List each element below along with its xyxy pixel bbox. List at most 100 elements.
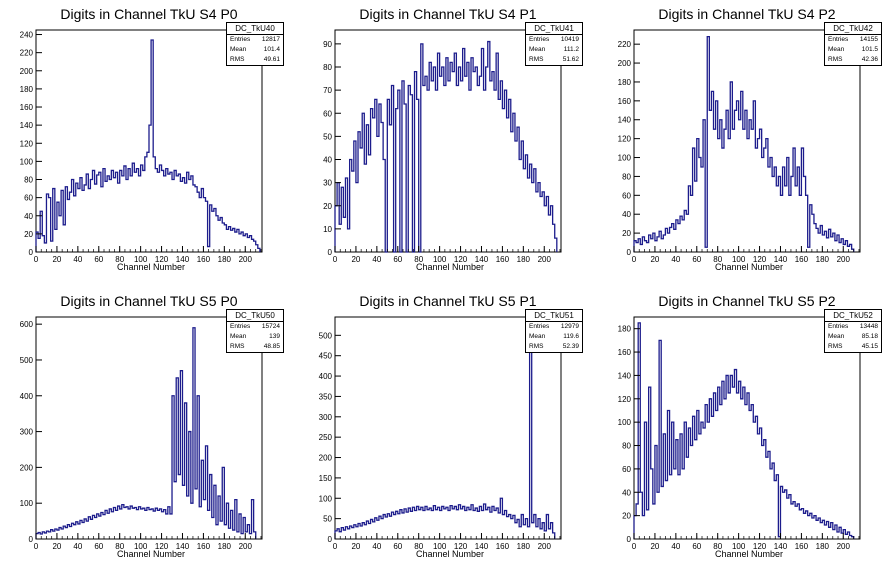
x-tick-label: 80 <box>115 542 124 551</box>
stats-entries-label: Entries <box>529 36 550 43</box>
x-tick-label: 140 <box>774 255 788 264</box>
y-tick-label: 120 <box>20 139 34 148</box>
histogram-plot: 0 20 40 60 80 100 120 140 160 180 200 0 20 40 60 80 100 1… <box>618 316 861 551</box>
x-tick-label: 200 <box>538 542 552 551</box>
histogram-series <box>334 350 556 539</box>
x-tick-label: 200 <box>538 255 552 264</box>
stats-entries-value: 12817 <box>261 36 280 43</box>
stats-name: DC_TkU41 <box>526 23 582 35</box>
plot-frame <box>35 316 263 540</box>
y-tick-label: 180 <box>618 325 632 334</box>
stats-name: DC_TkU51 <box>526 310 582 322</box>
y-tick-label: 60 <box>24 194 33 203</box>
stats-mean-value: 111.2 <box>563 46 579 53</box>
x-tick-label: 80 <box>414 255 423 264</box>
y-tick-label: 300 <box>319 413 333 422</box>
x-tick-label: 140 <box>176 542 190 551</box>
x-axis-label: Channel Number <box>415 549 485 559</box>
y-tick-label: 40 <box>622 210 631 219</box>
y-tick-label: 70 <box>323 86 332 95</box>
chart-title: Digits in Channel TkU S5 P0 <box>60 293 238 309</box>
x-tick-label: 40 <box>372 255 381 264</box>
stats-mean-value: 139 <box>269 333 280 340</box>
x-tick-label: 200 <box>837 255 851 264</box>
x-tick-label: 40 <box>671 255 680 264</box>
x-tick-label: 20 <box>52 542 61 551</box>
y-tick-label: 180 <box>618 78 632 87</box>
x-tick-label: 80 <box>115 255 124 264</box>
stats-rms-label: RMS <box>230 56 245 63</box>
x-axis-label: Channel Number <box>714 262 784 272</box>
x-axis-label: Channel Number <box>714 549 784 559</box>
y-tick-label: 20 <box>24 230 33 239</box>
x-tick-label: 100 <box>134 542 148 551</box>
stats-mean-label: Mean <box>828 333 845 340</box>
x-tick-label: 160 <box>496 542 510 551</box>
stats-rms-value: 49.61 <box>263 56 280 63</box>
y-tick-label: 90 <box>323 40 332 49</box>
histogram-plot: 0 20 40 60 80 100 120 140 160 180 200 0 10 20 30 40 50 60… <box>323 29 562 264</box>
y-tick-label: 50 <box>323 132 332 141</box>
y-tick-label: 220 <box>20 49 34 58</box>
y-tick-label: 10 <box>323 225 332 234</box>
stats-mean-label: Mean <box>828 46 845 53</box>
x-tick-label: 0 <box>34 542 39 551</box>
stats-rms-value: 52.39 <box>562 343 579 350</box>
pad-s5-p0: Digits in Channel TkU S5 P0 0 20 40 60 80 100… <box>0 287 298 574</box>
x-tick-label: 180 <box>816 542 830 551</box>
y-tick-label: 100 <box>618 418 632 427</box>
x-axis-label: Channel Number <box>116 549 186 559</box>
stats-entries-label: Entries <box>230 36 251 43</box>
y-tick-label: 140 <box>618 116 632 125</box>
x-tick-label: 40 <box>671 542 680 551</box>
plot-frame <box>633 29 861 253</box>
x-tick-label: 160 <box>496 255 510 264</box>
histogram-series <box>633 322 855 539</box>
y-tick-label: 50 <box>323 515 332 524</box>
histogram-series <box>35 39 261 252</box>
chart-title: Digits in Channel TkU S4 P0 <box>60 6 238 22</box>
y-tick-label: 0 <box>328 535 333 544</box>
y-tick-label: 140 <box>618 371 632 380</box>
y-tick-label: 100 <box>319 494 333 503</box>
stats-mean-label: Mean <box>230 333 247 340</box>
y-tick-label: 0 <box>627 535 632 544</box>
y-tick-label: 100 <box>20 499 34 508</box>
pad-s4-p0: Digits in Channel TkU S4 P0 0 20 40 60 80 100… <box>0 0 298 287</box>
x-tick-label: 180 <box>517 255 531 264</box>
stats-rms-value: 48.85 <box>263 343 280 350</box>
stats-name: DC_TkU50 <box>227 310 283 322</box>
x-tick-label: 80 <box>414 542 423 551</box>
x-tick-label: 160 <box>197 542 211 551</box>
x-tick-label: 180 <box>218 542 232 551</box>
y-tick-label: 100 <box>618 154 632 163</box>
stats-rms-value: 45.15 <box>861 343 878 350</box>
x-tick-label: 100 <box>134 255 148 264</box>
y-tick-label: 220 <box>618 40 632 49</box>
stats-name: DC_TkU40 <box>227 23 283 35</box>
y-tick-label: 450 <box>319 352 333 361</box>
x-tick-label: 40 <box>73 255 82 264</box>
y-tick-label: 400 <box>20 392 34 401</box>
histogram-plot: 0 20 40 60 80 100 120 140 160 180 200 0 50 100 150 200 2… <box>319 316 562 551</box>
stats-entries-value: 10419 <box>560 36 579 43</box>
x-tick-label: 160 <box>795 255 809 264</box>
stats-mean-value: 101.4 <box>263 46 280 53</box>
x-tick-label: 180 <box>816 255 830 264</box>
y-tick-label: 20 <box>622 512 631 521</box>
x-tick-label: 0 <box>333 542 338 551</box>
x-tick-label: 140 <box>774 542 788 551</box>
x-tick-label: 100 <box>433 255 447 264</box>
y-tick-label: 0 <box>328 248 333 257</box>
y-tick-label: 500 <box>20 356 34 365</box>
histogram-plot: 0 20 40 60 80 100 120 140 160 180 200 0 100 200 300 400… <box>20 316 263 551</box>
stats-entries-label: Entries <box>529 323 550 330</box>
y-tick-label: 120 <box>618 395 632 404</box>
stats-entries-label: Entries <box>230 323 251 330</box>
stats-box: DC_TkU41 Entries 10419 Mean 111.2 RMS 51.62 <box>525 22 583 66</box>
y-tick-label: 200 <box>319 454 333 463</box>
x-tick-label: 180 <box>218 255 232 264</box>
y-tick-label: 100 <box>20 157 34 166</box>
stats-mean-value: 101.5 <box>861 46 878 53</box>
